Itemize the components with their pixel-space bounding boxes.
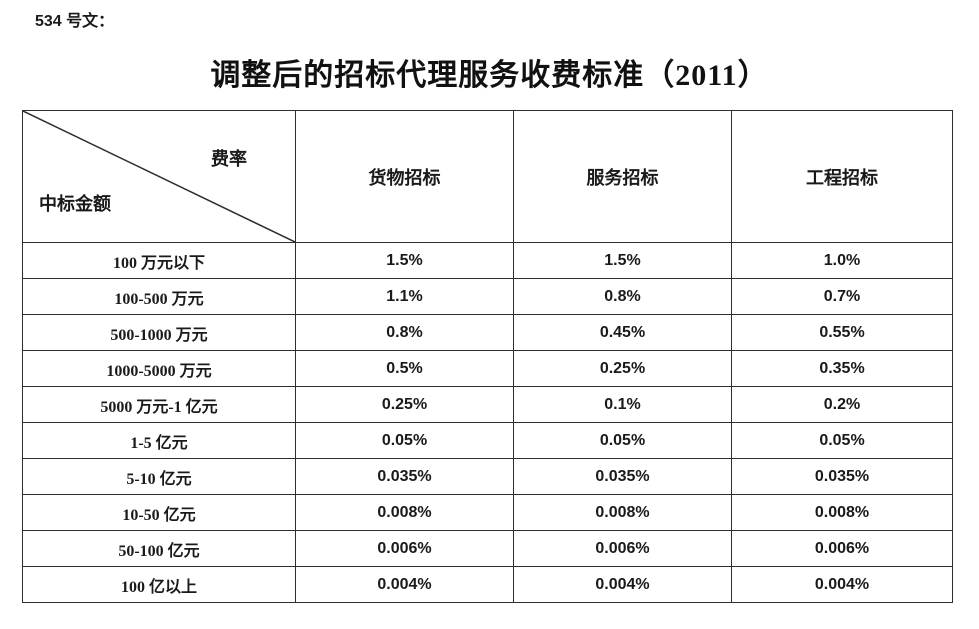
table-row: 100-500 万元 1.1% 0.8% 0.7% [22, 278, 953, 315]
row-label: 1-5 亿元 [22, 422, 296, 459]
fee-value-goods: 0.006% [295, 530, 514, 567]
fee-rate-table: 费率 中标金额 货物招标 服务招标 工程招标 100 万元以下 1.5% 1.5… [22, 110, 953, 603]
row-label: 100 万元以下 [22, 242, 296, 279]
fee-value-services: 0.45% [513, 314, 732, 351]
corner-label-fee-rate: 费率 [211, 149, 247, 169]
column-header-goods: 货物招标 [295, 110, 514, 243]
fee-value-services: 1.5% [513, 242, 732, 279]
corner-header-cell: 费率 中标金额 [22, 110, 296, 243]
table-header-row: 费率 中标金额 货物招标 服务招标 工程招标 [22, 110, 953, 243]
fee-value-engineering: 0.55% [731, 314, 953, 351]
fee-value-engineering: 0.008% [731, 494, 953, 531]
fee-value-services: 0.8% [513, 278, 732, 315]
corner-label-bid-amount: 中标金额 [39, 194, 111, 214]
fee-value-services: 0.035% [513, 458, 732, 495]
fee-value-engineering: 0.035% [731, 458, 953, 495]
row-label: 1000-5000 万元 [22, 350, 296, 387]
row-label: 100 亿以上 [22, 566, 296, 603]
fee-value-engineering: 0.7% [731, 278, 953, 315]
table-row: 500-1000 万元 0.8% 0.45% 0.55% [22, 314, 953, 351]
fee-value-services: 0.008% [513, 494, 732, 531]
fee-value-goods: 0.05% [295, 422, 514, 459]
row-label: 100-500 万元 [22, 278, 296, 315]
table-row: 1-5 亿元 0.05% 0.05% 0.05% [22, 422, 953, 459]
table-row: 100 亿以上 0.004% 0.004% 0.004% [22, 566, 953, 603]
table-row: 50-100 亿元 0.006% 0.006% 0.006% [22, 530, 953, 567]
fee-value-services: 0.006% [513, 530, 732, 567]
doc-number-label: 534 号文： [35, 13, 115, 30]
column-header-services: 服务招标 [513, 110, 732, 243]
table-row: 1000-5000 万元 0.5% 0.25% 0.35% [22, 350, 953, 387]
table-row: 10-50 亿元 0.008% 0.008% 0.008% [22, 494, 953, 531]
row-label: 10-50 亿元 [22, 494, 296, 531]
page-title: 调整后的招标代理服务收费标准（2011） [210, 59, 769, 92]
table-row: 5000 万元-1 亿元 0.25% 0.1% 0.2% [22, 386, 953, 423]
fee-value-goods: 0.5% [295, 350, 514, 387]
fee-value-goods: 1.5% [295, 242, 514, 279]
fee-value-services: 0.25% [513, 350, 732, 387]
fee-value-goods: 0.035% [295, 458, 514, 495]
fee-value-services: 0.05% [513, 422, 732, 459]
fee-value-engineering: 0.35% [731, 350, 953, 387]
fee-value-goods: 0.8% [295, 314, 514, 351]
fee-value-services: 0.1% [513, 386, 732, 423]
fee-value-engineering: 1.0% [731, 242, 953, 279]
fee-value-services: 0.004% [513, 566, 732, 603]
fee-value-goods: 1.1% [295, 278, 514, 315]
row-label: 50-100 亿元 [22, 530, 296, 567]
table-row: 5-10 亿元 0.035% 0.035% 0.035% [22, 458, 953, 495]
diagonal-divider-line [23, 111, 295, 242]
row-label: 5000 万元-1 亿元 [22, 386, 296, 423]
row-label: 5-10 亿元 [22, 458, 296, 495]
row-label: 500-1000 万元 [22, 314, 296, 351]
column-header-engineering: 工程招标 [731, 110, 953, 243]
fee-value-goods: 0.25% [295, 386, 514, 423]
fee-value-goods: 0.008% [295, 494, 514, 531]
fee-value-engineering: 0.2% [731, 386, 953, 423]
fee-value-engineering: 0.004% [731, 566, 953, 603]
fee-value-goods: 0.004% [295, 566, 514, 603]
table-row: 100 万元以下 1.5% 1.5% 1.0% [22, 242, 953, 279]
fee-value-engineering: 0.05% [731, 422, 953, 459]
fee-value-engineering: 0.006% [731, 530, 953, 567]
